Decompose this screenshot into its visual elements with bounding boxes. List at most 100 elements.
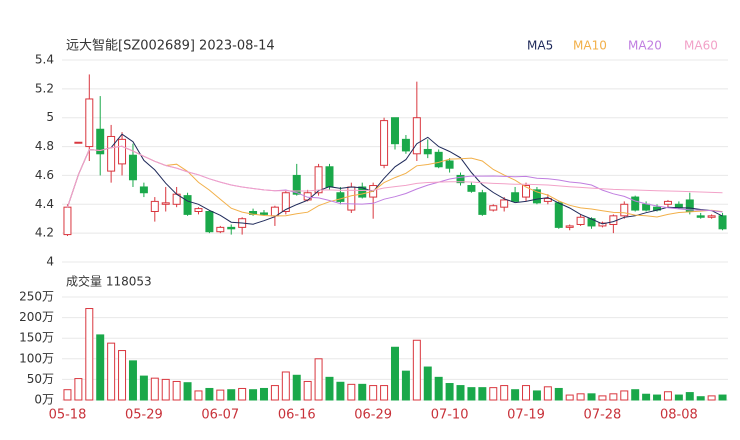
volume-bar — [96, 334, 105, 401]
volume-bar — [150, 377, 159, 401]
y-tick-label: 4.4 — [35, 197, 54, 211]
candle-body — [85, 98, 94, 148]
volume-bar — [565, 394, 574, 401]
volume-bar — [216, 389, 225, 401]
volume-bar — [478, 387, 487, 401]
y-tick-label: 4 — [46, 255, 54, 269]
candle-body — [467, 185, 476, 192]
candle-body — [205, 211, 214, 233]
candle-body — [128, 154, 137, 181]
volume-bar — [249, 389, 258, 401]
volume-bar — [554, 387, 563, 401]
volume-bar — [63, 389, 72, 401]
x-tick-label: 08-08 — [660, 408, 698, 423]
volume-bar — [74, 378, 83, 401]
candle-body — [63, 206, 72, 236]
candle-body — [707, 215, 716, 218]
volume-bar — [696, 396, 705, 401]
candle-body — [107, 135, 116, 172]
y-tick-label: 4.2 — [35, 226, 54, 240]
y-tick-label: 5 — [46, 110, 54, 124]
candle-body — [259, 212, 268, 215]
volume-bar — [369, 385, 378, 401]
volume-bar — [663, 391, 672, 401]
volume-bar — [270, 385, 279, 401]
candle-body — [161, 202, 170, 205]
x-tick-label: 07-10 — [431, 408, 469, 423]
legend-entry: MA10 — [573, 39, 607, 53]
candle-body — [554, 202, 563, 228]
candle-body — [576, 216, 585, 225]
candle-body — [434, 151, 443, 168]
volume-bar — [598, 395, 607, 401]
volume-bar — [347, 383, 356, 401]
y-tick-label: 4.6 — [35, 168, 54, 182]
candle-body — [696, 215, 705, 218]
volume-bar — [620, 390, 629, 401]
ma-line — [67, 133, 723, 225]
ma-line — [67, 145, 723, 218]
volume-label: 成交量 118053 — [66, 274, 152, 289]
volume-bar — [314, 358, 323, 401]
candle-body — [620, 203, 629, 217]
volume-bar — [434, 376, 443, 401]
volume-tick-label: 250万 — [19, 290, 54, 304]
volume-bar — [631, 389, 640, 401]
chart-title: 远大智能[SZ002689] 2023-08-14 — [66, 39, 275, 54]
x-tick-label: 05-29 — [125, 408, 163, 423]
x-tick-label: 07-19 — [507, 408, 545, 423]
candle-body — [194, 208, 203, 213]
volume-bar — [576, 393, 585, 401]
candle-body — [150, 200, 159, 212]
volume-bar — [391, 346, 399, 401]
volume-bar — [325, 376, 334, 401]
volume-bar — [532, 390, 541, 401]
volume-bar — [685, 392, 694, 401]
volume-bar — [642, 393, 651, 401]
volume-tick-label: 0万 — [34, 393, 54, 407]
volume-bar — [161, 378, 170, 401]
volume-bar — [412, 339, 421, 401]
volume-bar — [336, 381, 345, 401]
volume-bar — [281, 371, 290, 401]
candle-body — [358, 186, 367, 198]
x-tick-label: 06-07 — [201, 408, 239, 423]
candle-body — [565, 225, 574, 228]
volume-bar — [467, 387, 476, 401]
candle-body — [522, 185, 531, 198]
candle-body — [292, 174, 301, 195]
candle-body — [478, 192, 487, 215]
volume-bar — [653, 394, 662, 401]
volume-bar — [445, 383, 454, 401]
volume-bar — [358, 383, 367, 401]
candle-body — [543, 198, 552, 202]
volume-bar — [707, 395, 716, 401]
volume-tick-label: 200万 — [19, 310, 54, 324]
x-tick-label: 06-16 — [278, 408, 316, 423]
volume-bar — [500, 385, 509, 401]
volume-bar — [227, 389, 236, 401]
candle-body — [118, 138, 127, 165]
volume-bar — [423, 366, 432, 401]
x-tick-label: 06-29 — [354, 408, 392, 423]
candle-body — [500, 199, 509, 208]
volume-bar — [172, 380, 181, 401]
candle-body — [642, 203, 651, 211]
candle-body — [489, 205, 498, 211]
candle-body — [456, 174, 465, 184]
y-tick-label: 4.8 — [35, 139, 54, 153]
volume-bar — [489, 387, 498, 401]
candle-body — [380, 120, 389, 166]
volume-bar — [128, 360, 137, 401]
volume-bar — [107, 342, 116, 401]
volume-bar — [183, 382, 192, 401]
volume-bar — [118, 350, 127, 401]
ma-line — [67, 145, 723, 208]
legend-entry: MA60 — [684, 39, 718, 53]
candle-body — [391, 117, 399, 145]
volume-bar — [85, 308, 94, 401]
volume-bar — [205, 387, 214, 401]
legend-entry: MA20 — [628, 39, 662, 53]
volume-bar — [401, 370, 410, 401]
